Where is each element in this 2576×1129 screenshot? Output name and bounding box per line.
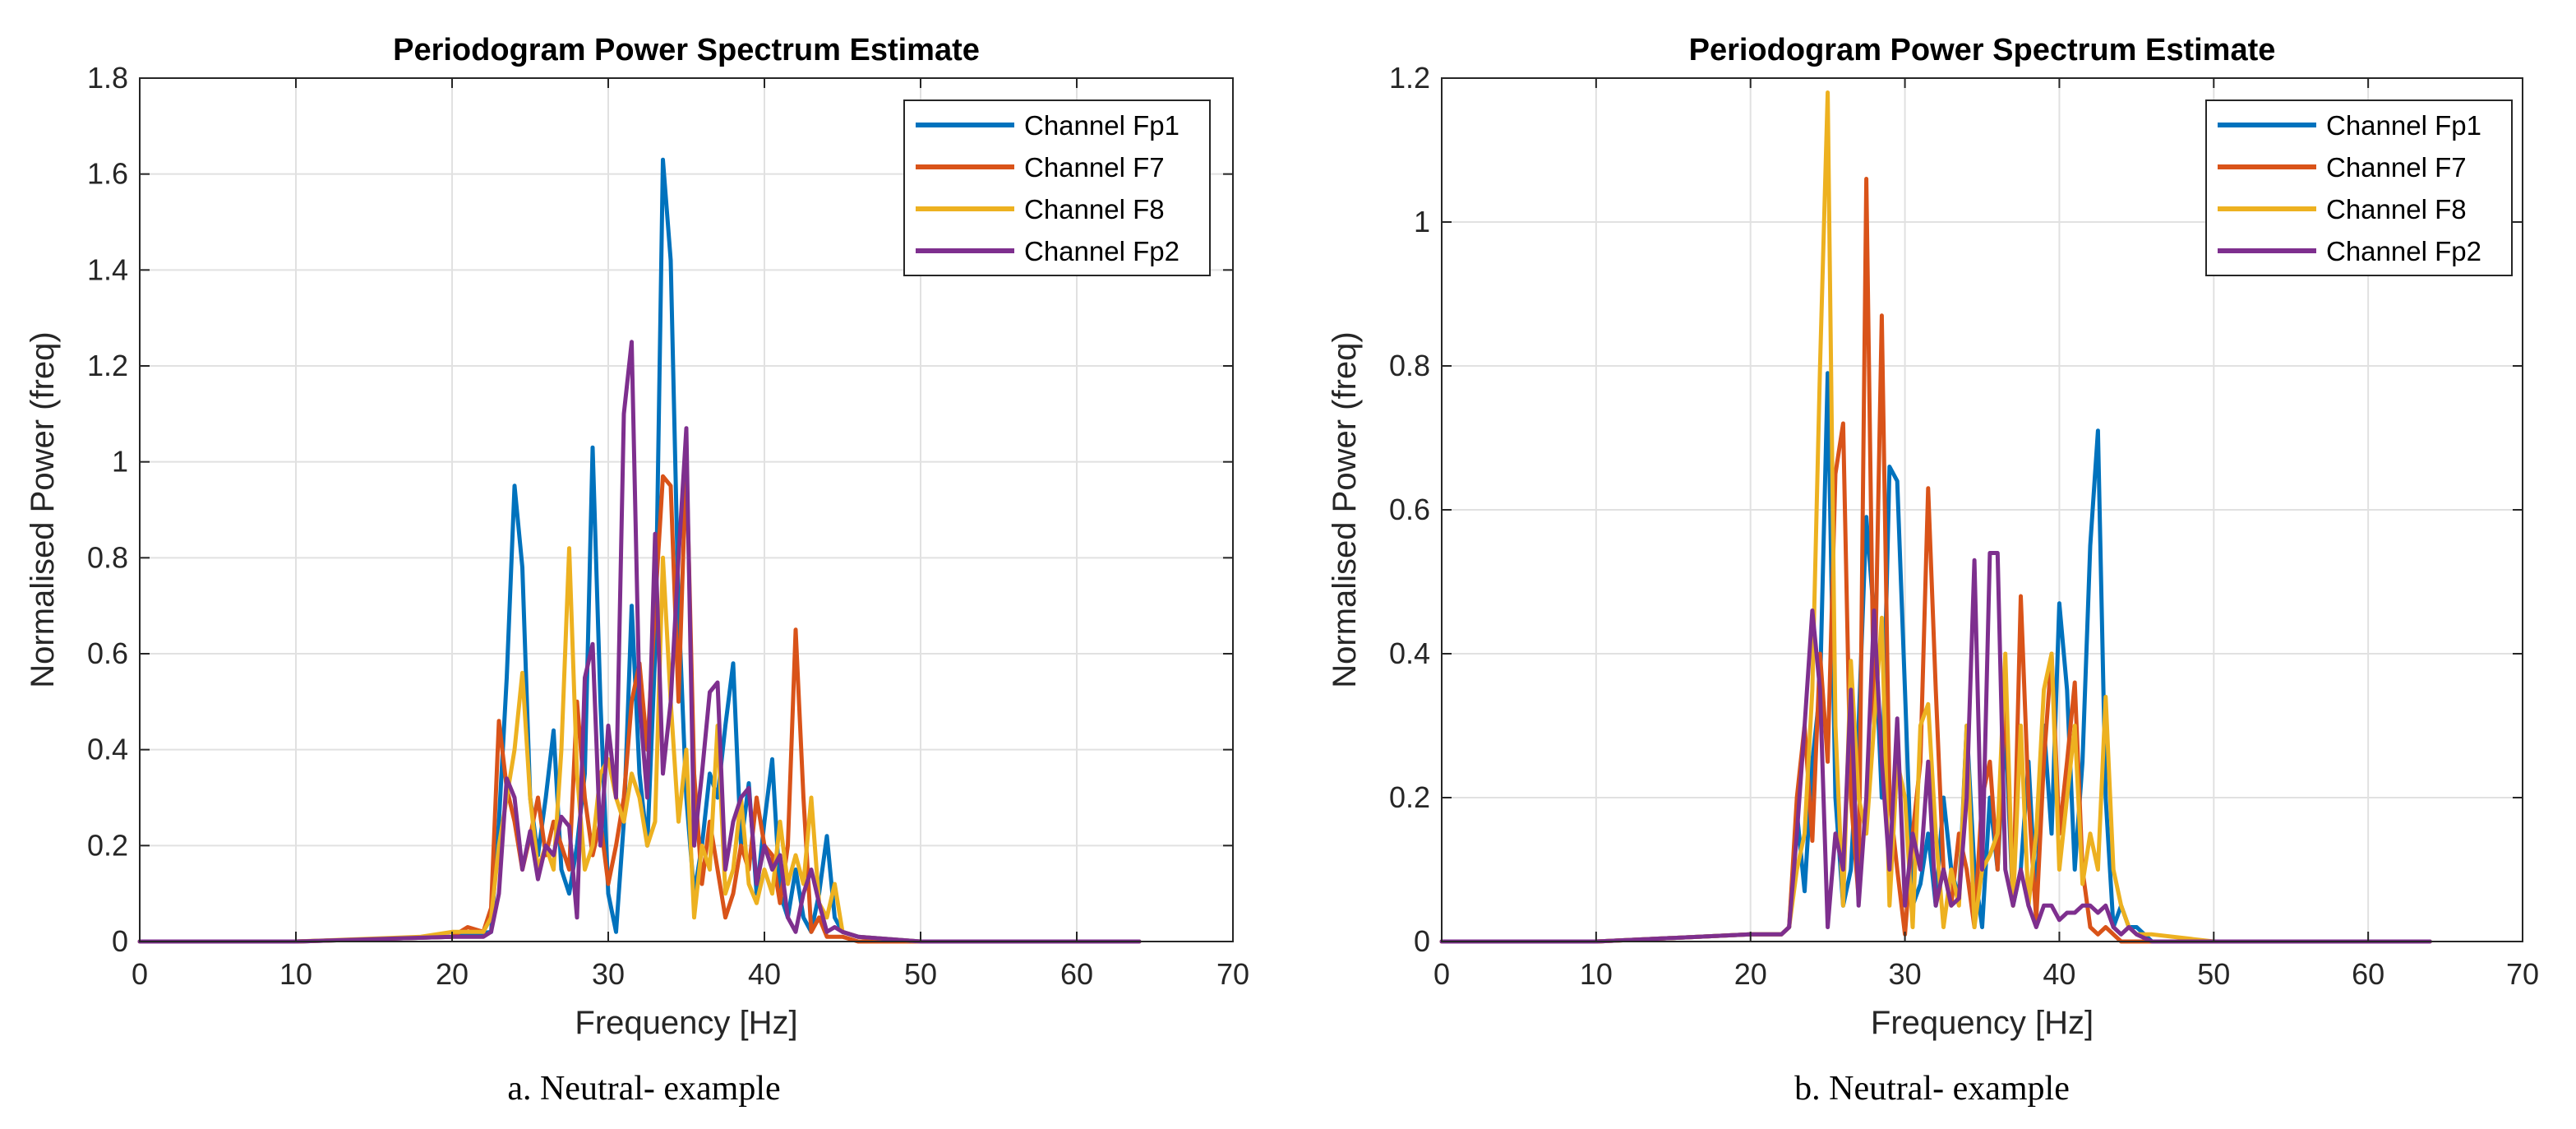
c0-series-channel-fp2: [137, 340, 1142, 944]
c0-xtick-label-5: 50: [904, 957, 937, 991]
c1-series-channel-f8: [1439, 90, 2432, 944]
c0-xtick-label-2: 20: [436, 957, 469, 991]
c0-ytick-label-6: 1.2: [87, 349, 128, 382]
c0-ytick-label-9: 1.8: [87, 61, 128, 95]
c1-ytick-label-2: 0.4: [1389, 636, 1430, 670]
c1-xtick-label-6: 60: [2352, 957, 2384, 991]
c1-legend-label-channel-f8: Channel F8: [2326, 194, 2467, 224]
c0-xtick-label-4: 40: [748, 957, 781, 991]
c1-xtick-label-1: 10: [1580, 957, 1613, 991]
c0-axes-box: [139, 77, 1234, 942]
c1-legend-box: [2205, 99, 2513, 276]
c0-xtick-label-0: 0: [132, 957, 148, 991]
c1-xtick-label-0: 0: [1433, 957, 1450, 991]
c1-title: Periodogram Power Spectrum Estimate: [1689, 33, 2276, 67]
c0-xtick-label-7: 70: [1216, 957, 1249, 991]
c0-ytick-label-4: 0.8: [87, 540, 128, 574]
c1-ytick-label-5: 1: [1414, 205, 1430, 238]
c1-legend: Channel Fp1 Channel F7 Channel F8 Channel F…: [2205, 99, 2513, 276]
c0-ytick-label-8: 1.6: [87, 157, 128, 191]
c1-xtick-label-4: 40: [2043, 957, 2075, 991]
c1-xtick-label-3: 30: [1889, 957, 1922, 991]
c0-legend-label-channel-fp1: Channel Fp1: [1024, 110, 1180, 141]
c0-ytick-label-1: 0.2: [87, 828, 128, 862]
c1-xtick-label-5: 50: [2197, 957, 2230, 991]
c0-legend-box: [903, 99, 1211, 276]
c1-ytick-label-0: 0: [1414, 924, 1430, 958]
c0-ytick-label-0: 0: [112, 924, 128, 958]
caption-b: b. Neutral- example: [1794, 1070, 2070, 1108]
c1-series-channel-f7: [1439, 177, 2432, 944]
c0-title: Periodogram Power Spectrum Estimate: [393, 33, 980, 67]
c0-ytick-label-3: 0.6: [87, 636, 128, 670]
c1-ytick-label-1: 0.2: [1389, 780, 1430, 814]
chart-a: 0 10 20 30 40 50 60 70 0 0.2 0.4 0.6 0.8 1 1.2 1.4 1.6 1.…: [25, 33, 1249, 1041]
c1-legend-label-channel-f7: Channel F7: [2326, 152, 2467, 183]
c1-legend-label-channel-fp1: Channel Fp1: [2326, 110, 2481, 141]
c0-series-channel-f8: [137, 546, 1142, 944]
c1-xtick-label-7: 70: [2506, 957, 2539, 991]
c0-legend-label-channel-f7: Channel F7: [1024, 152, 1165, 183]
c0-xlabel: Frequency [Hz]: [575, 1005, 797, 1041]
c0-ytick-label-2: 0.4: [87, 733, 128, 766]
c1-series-channel-fp2: [1439, 551, 2432, 944]
c1-legend-label-channel-fp2: Channel Fp2: [2326, 236, 2481, 266]
chart-panel-b: 0 10 20 30 40 50 60 70 0 0.2 0.4 0.6 0.8 1 1.2 Periodog…: [1288, 0, 2576, 1129]
c1-xtick-label-2: 20: [1734, 957, 1767, 991]
c0-legend-label-channel-fp2: Channel Fp2: [1024, 236, 1180, 266]
c1-ytick-label-6: 1.2: [1389, 61, 1430, 95]
c1-ylabel: Normalised Power (freq): [1327, 331, 1363, 687]
c0-xtick-label-3: 30: [592, 957, 625, 991]
c0-legend-label-channel-f8: Channel F8: [1024, 194, 1165, 224]
c0-xtick-label-1: 10: [279, 957, 312, 991]
chart-b: 0 10 20 30 40 50 60 70 0 0.2 0.4 0.6 0.8 1 1.2 Periodog…: [1327, 33, 2539, 1041]
c0-legend: Channel Fp1 Channel F7 Channel F8 Channel F…: [903, 99, 1211, 276]
c0-xtick-label-6: 60: [1060, 957, 1093, 991]
c1-ytick-label-4: 0.8: [1389, 349, 1430, 382]
c0-ytick-label-7: 1.4: [87, 252, 128, 286]
c0-ytick-label-5: 1: [112, 445, 128, 479]
c1-xlabel: Frequency [Hz]: [1871, 1005, 2094, 1041]
chart-panel-a: 0 10 20 30 40 50 60 70 0 0.2 0.4 0.6 0.8 1 1.2 1.4 1.6 1.…: [25, 33, 1249, 1108]
caption-a: a. Neutral- example: [507, 1070, 781, 1108]
c0-ylabel: Normalised Power (freq): [25, 331, 61, 687]
c1-ytick-label-3: 0.6: [1389, 493, 1430, 526]
